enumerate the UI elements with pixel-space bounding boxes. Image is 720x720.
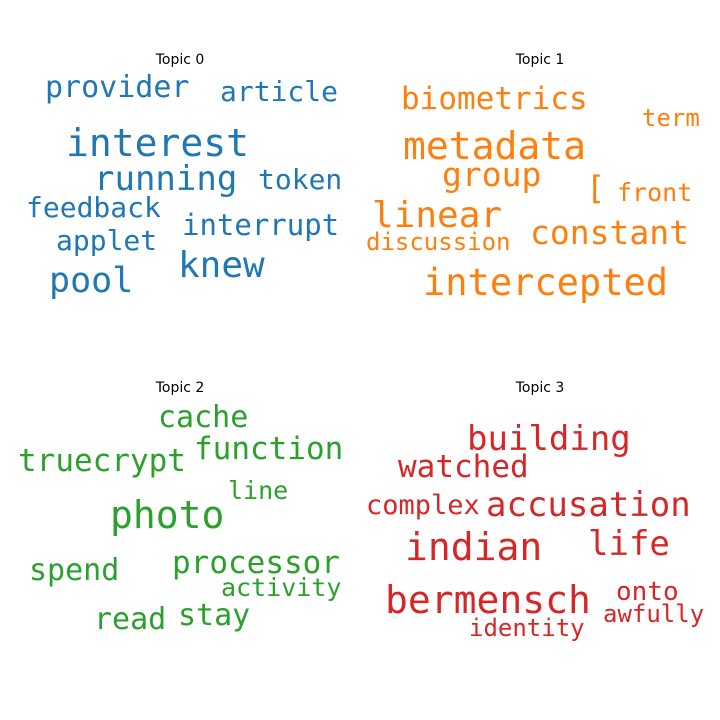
- word-cache: cache: [158, 400, 249, 435]
- word-complex: complex: [366, 490, 480, 521]
- word-watched: watched: [398, 449, 529, 485]
- word-group: group: [442, 155, 542, 194]
- word-biometrics: biometrics: [401, 81, 588, 117]
- word-bracket: [: [586, 169, 606, 207]
- word-accusation: accusation: [486, 485, 691, 525]
- word-read: read: [94, 602, 167, 637]
- word-provider: provider: [45, 70, 190, 105]
- topic-3-word-cloud: indian bermensch building accusation wat…: [360, 328, 720, 688]
- word-building: building: [467, 419, 631, 459]
- word-activity: activity: [221, 573, 342, 602]
- word-onto: onto: [616, 577, 679, 607]
- word-indian: indian: [405, 525, 543, 569]
- word-token: token: [258, 163, 343, 196]
- word-life: life: [588, 524, 670, 564]
- word-running: running: [94, 159, 238, 199]
- topic-1-title: Topic 1: [515, 52, 565, 68]
- word-discussion: discussion: [366, 228, 511, 256]
- word-knew: knew: [178, 245, 265, 286]
- topic-2-word-cloud: photo function truecrypt processor cache…: [0, 328, 360, 688]
- word-feedback: feedback: [26, 191, 161, 224]
- word-function: function: [194, 431, 344, 467]
- word-interrupt: interrupt: [182, 208, 340, 242]
- topic-0-panel: Topic 0 interest knew running pool provi…: [0, 0, 360, 360]
- word-intercepted: intercepted: [423, 261, 669, 304]
- word-metadata: metadata: [403, 124, 587, 168]
- word-article: article: [220, 75, 339, 108]
- word-front: front: [617, 178, 693, 207]
- word-photo: photo: [110, 493, 225, 537]
- word-awfully: awfully: [603, 600, 705, 628]
- word-term: term: [642, 104, 700, 132]
- topic-3-title: Topic 3: [515, 380, 565, 396]
- topic-2-panel: Topic 2 photo function truecrypt process…: [0, 328, 360, 688]
- word-applet: applet: [56, 224, 158, 257]
- topic-0-word-cloud: interest knew running pool provider arti…: [0, 0, 360, 360]
- topic-3-panel: Topic 3 indian bermensch building accusa…: [360, 328, 720, 688]
- topic-1-panel: Topic 1 metadata intercepted biometrics …: [360, 0, 720, 360]
- word-bermensch: bermensch: [385, 578, 591, 622]
- word-stay: stay: [178, 598, 251, 633]
- word-pool: pool: [49, 261, 134, 301]
- topic-2-title: Topic 2: [155, 380, 205, 396]
- topic-0-title: Topic 0: [155, 52, 205, 68]
- word-spend: spend: [29, 553, 120, 588]
- word-line: line: [228, 476, 289, 505]
- word-linear: linear: [372, 195, 503, 236]
- topic-1-word-cloud: metadata intercepted biometrics linear c…: [360, 0, 720, 360]
- word-identity: identity: [469, 614, 585, 642]
- word-interest: interest: [66, 121, 250, 165]
- word-constant: constant: [530, 213, 689, 252]
- word-processor: processor: [172, 545, 340, 581]
- word-truecrypt: truecrypt: [18, 443, 186, 479]
